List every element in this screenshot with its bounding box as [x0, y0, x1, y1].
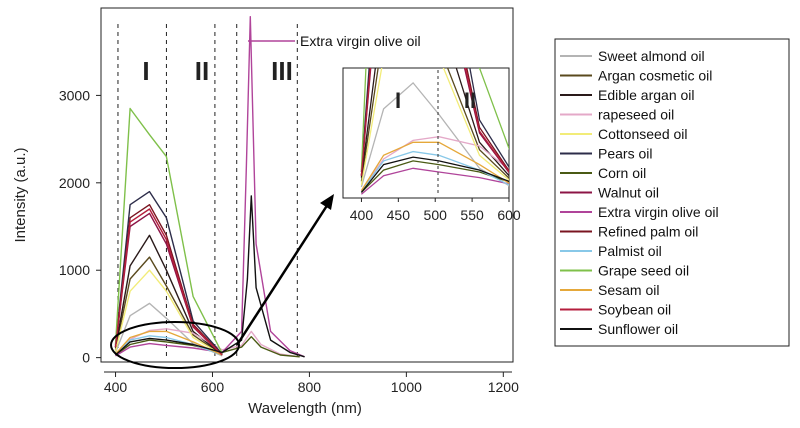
- x-tick-label: 400: [104, 379, 128, 395]
- legend-label: Refined palm oil: [598, 224, 698, 240]
- series-line-8: [115, 16, 305, 358]
- inset-series-line-4: [360, 68, 509, 186]
- y-tick-label: 2000: [59, 175, 90, 191]
- inset-region-label-I: I: [395, 88, 401, 113]
- y-tick-label: 1000: [59, 262, 90, 278]
- x-tick-label: 800: [298, 379, 322, 395]
- zoom-arrow: [235, 203, 330, 346]
- legend-label: Corn oil: [598, 165, 646, 181]
- legend-label: Sweet almond oil: [598, 48, 705, 64]
- legend-entry: Sweet almond oil: [560, 48, 705, 64]
- legend-entry: Edible argan oil: [560, 87, 695, 103]
- legend-entry: Sunflower oil: [560, 321, 678, 337]
- inset-series-line-12: [360, 141, 509, 191]
- inset-x-tick-label: 450: [387, 207, 411, 223]
- region-label-III: III: [271, 56, 293, 86]
- legend-label: Sunflower oil: [598, 321, 678, 337]
- x-tick-label: 1000: [391, 379, 422, 395]
- x-axis-title: Wavelength (nm): [248, 400, 362, 417]
- series-line-12: [114, 330, 223, 356]
- series-line-7: [114, 212, 223, 356]
- inset-series-line-7: [360, 68, 509, 176]
- legend-label: Soybean oil: [598, 302, 671, 318]
- inset-series-line-13: [360, 68, 509, 176]
- legend-entry: Pears oil: [560, 146, 652, 162]
- region-label-I: I: [142, 56, 149, 86]
- legend-label: Sesam oil: [598, 282, 659, 298]
- legend-label: Palmist oil: [598, 243, 662, 259]
- inset-series-line-2: [360, 68, 509, 178]
- legend-entry: Sesam oil: [560, 282, 659, 298]
- inset-region-label-II: II: [464, 88, 476, 113]
- x-tick-label: 1200: [488, 379, 519, 395]
- zoom-arrowhead: [320, 194, 334, 210]
- legend-entry: Refined palm oil: [560, 224, 698, 240]
- inset-series-line-5: [360, 68, 509, 173]
- legend-label: Cottonseed oil: [598, 126, 688, 142]
- series-line-11: [114, 107, 223, 354]
- inset-series-line-8: [360, 167, 509, 195]
- series-line-1: [114, 256, 223, 356]
- inset-series-line-10: [360, 150, 509, 192]
- legend-entry: Soybean oil: [560, 302, 671, 318]
- y-tick-label: 0: [82, 350, 90, 366]
- legend-label: Grape seed oil: [598, 263, 689, 279]
- legend-label: Extra virgin olive oil: [598, 204, 719, 220]
- y-ticks: 0 1000 2000 3000: [59, 87, 101, 366]
- inset-series-line-11: [360, 68, 509, 171]
- legend-label: Pears oil: [598, 146, 652, 162]
- inset-x-tick-label: 400: [350, 207, 374, 223]
- highlight-ellipse: [110, 321, 240, 369]
- inset-series-line-14: [360, 156, 509, 193]
- legend-entry: Corn oil: [560, 165, 646, 181]
- legend-box: [554, 38, 790, 347]
- inset-series-line-9: [360, 68, 509, 176]
- legend-label: Edible argan oil: [598, 87, 695, 103]
- inset-x-tick-label: 550: [460, 207, 484, 223]
- y-axis-title: Intensity (a.u.): [12, 147, 29, 242]
- callout-label: Extra virgin olive oil: [300, 33, 421, 49]
- region-label-II: II: [195, 56, 209, 86]
- inset-x-tick-label: 500: [424, 207, 448, 223]
- legend-entry: Argan cosmetic oil: [560, 68, 712, 84]
- inset-plot: I II 400 450 500 550 600: [342, 67, 521, 223]
- series-layer: [114, 16, 305, 358]
- legend-label: Walnut oil: [598, 185, 659, 201]
- legend-label: rapeseed oil: [598, 107, 674, 123]
- legend-entry: Walnut oil: [560, 185, 659, 201]
- inset-series: [360, 68, 509, 195]
- inset-x-tick-label: 600: [497, 207, 521, 223]
- x-ticks: 400 600 800 1000 1200: [104, 372, 519, 395]
- legend-entry: Extra virgin olive oil: [560, 204, 719, 220]
- x-tick-label: 600: [201, 379, 225, 395]
- inset-series-line-3: [360, 136, 509, 191]
- legend-entry: Cottonseed oil: [560, 126, 688, 142]
- inset-x-ticks: 400 450 500 550 600: [350, 198, 521, 223]
- series-line-5: [114, 190, 223, 355]
- series-line-4: [114, 269, 223, 356]
- legend-entry: Grape seed oil: [560, 263, 689, 279]
- inset-series-line-1: [360, 68, 509, 182]
- legend-entry: rapeseed oil: [560, 107, 674, 123]
- legend: Sweet almond oil Argan cosmetic oil Edible…: [560, 48, 719, 337]
- series-line-13: [114, 208, 223, 356]
- y-tick-label: 3000: [59, 87, 90, 103]
- legend-label: Argan cosmetic oil: [598, 68, 712, 84]
- legend-entry: Palmist oil: [560, 243, 662, 259]
